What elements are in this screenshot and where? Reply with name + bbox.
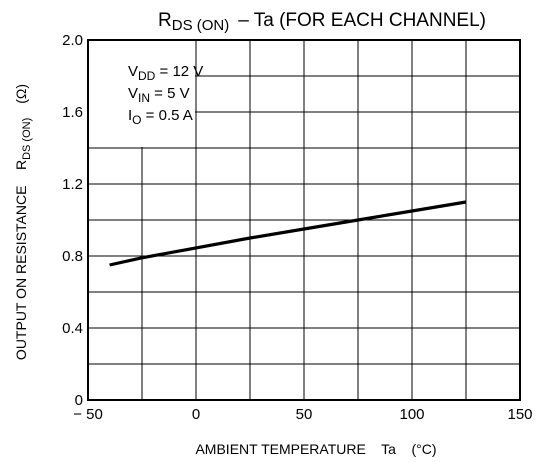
- x-tick-labels: − 50 0 50 100 150: [73, 406, 532, 423]
- condition-symbol: V: [128, 63, 138, 80]
- plot-frame: [87, 39, 521, 401]
- x-axis-label: AMBIENT TEMPERATURE Ta (°C): [195, 441, 436, 457]
- condition-subscript: IN: [138, 91, 150, 105]
- series-line: [109, 200, 467, 267]
- x-tick-label: 50: [296, 406, 313, 423]
- condition-dd: VDD = 12 V: [128, 63, 203, 83]
- condition-value: = 0.5 A: [142, 107, 193, 124]
- title-subscript: DS (ON): [172, 17, 230, 34]
- condition-in: VIN = 5 V: [128, 85, 190, 105]
- y-tick-label: 2.0: [62, 32, 83, 49]
- title-rest: – Ta (FOR EACH CHANNEL): [238, 10, 486, 31]
- x-tick-label: 0: [192, 406, 200, 423]
- y-axis-label: OUTPUT ON RESISTANCE RDS (ON) (Ω): [13, 84, 33, 360]
- y-tick-label: 0.8: [62, 248, 83, 265]
- y-tick-label: 1.6: [62, 104, 83, 121]
- y-label-main: OUTPUT ON RESISTANCE R: [13, 160, 29, 360]
- condition-subscript: DD: [138, 69, 156, 83]
- y-tick-label: 0.4: [62, 320, 83, 337]
- condition-symbol: V: [128, 85, 138, 102]
- chart-title: RDS (ON) – Ta (FOR EACH CHANNEL): [158, 10, 486, 34]
- x-tick-label: 150: [507, 406, 532, 423]
- y-label-unit: (Ω): [13, 84, 29, 104]
- condition-o: IO = 0.5 A: [128, 107, 193, 127]
- y-label-subscript: DS (ON): [21, 118, 33, 160]
- title-main: R: [158, 10, 172, 31]
- y-tick-label: 0: [75, 392, 83, 409]
- condition-symbol: I: [128, 107, 132, 124]
- condition-subscript: O: [132, 113, 141, 127]
- y-tick-labels: 0 0.4 0.8 1.2 1.6 2.0: [62, 32, 83, 409]
- y-tick-label: 1.2: [62, 176, 83, 193]
- x-tick-label: 100: [399, 406, 424, 423]
- condition-value: = 5 V: [150, 85, 190, 102]
- x-tick-label: − 50: [73, 406, 103, 423]
- condition-value: = 12 V: [155, 63, 203, 80]
- conditions-box: [89, 41, 195, 147]
